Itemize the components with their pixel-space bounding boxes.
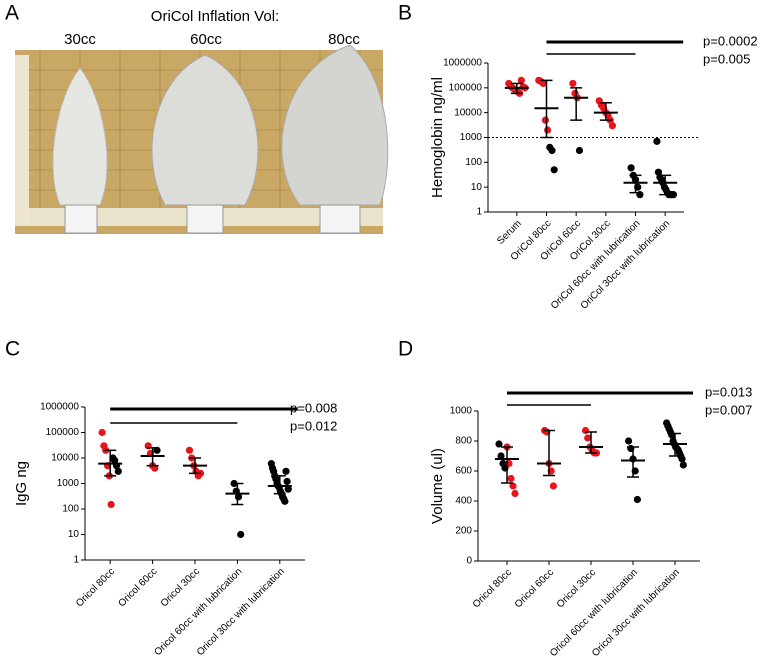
data-point: [608, 122, 617, 130]
balloon: [281, 44, 389, 206]
data-point: [283, 477, 291, 486]
x-tick-label: Oricol 30cc: [159, 566, 202, 609]
balloon: [151, 54, 259, 206]
photo-label: 60cc: [190, 31, 222, 48]
y-tick-label: 100: [62, 504, 79, 515]
x-tick-label: Oricol 60cc with lubrication: [153, 566, 245, 658]
data-point: [107, 500, 115, 509]
y-tick-label: 1: [476, 207, 482, 218]
x-tick-label: Serum: [495, 218, 524, 247]
p-value: p=0.005: [703, 51, 750, 66]
photo-label: 80cc: [328, 31, 360, 48]
x-tick-label: Oricol 80cc: [471, 567, 514, 610]
x-tick-label: Oricol 80cc: [74, 566, 117, 609]
y-tick-label: 1000000: [443, 58, 482, 69]
data-point: [569, 79, 577, 88]
data-point: [511, 489, 519, 498]
x-tick-label: Oricol 30cc: [555, 567, 598, 610]
data-point: [497, 452, 505, 460]
data-point: [575, 146, 584, 155]
panel-label: B: [398, 2, 412, 25]
x-tick-label: Oricol 60cc: [116, 566, 159, 609]
balloon-neck: [319, 204, 361, 234]
panel-label: A: [5, 2, 19, 25]
y-tick-label: 100000: [449, 82, 483, 93]
data-point: [544, 126, 552, 134]
data-point: [625, 437, 633, 445]
data-point: [98, 428, 106, 437]
data-point: [653, 137, 661, 145]
p-value: p=0.007: [705, 402, 752, 417]
y-tick-label: 200: [455, 526, 472, 537]
x-tick-label: Oricol 30cc with lubrication: [590, 567, 682, 659]
data-point: [549, 482, 558, 490]
data-point: [509, 482, 517, 490]
data-point: [633, 495, 642, 504]
data-point: [185, 446, 194, 454]
data-point: [237, 530, 245, 539]
data-point: [581, 426, 590, 435]
data-point: [282, 467, 290, 475]
data-point: [517, 76, 525, 84]
y-tick-label: 1000: [450, 406, 473, 417]
data-point: [679, 461, 687, 469]
data-point: [550, 166, 558, 174]
panel-label: D: [398, 338, 413, 361]
data-point: [669, 191, 678, 199]
panel-label: C: [5, 338, 20, 361]
data-point: [114, 467, 122, 475]
x-tick-label: Oricol 30cc with lubrication: [195, 566, 287, 658]
y-tick-label: 10000: [454, 107, 482, 118]
data-point: [584, 434, 592, 442]
data-point: [541, 116, 550, 124]
data-point: [281, 497, 289, 505]
y-tick-label: 10: [68, 529, 80, 540]
data-point: [507, 474, 515, 483]
x-tick-label: Oricol 60cc with lubrication: [548, 567, 640, 659]
photo-label: 30cc: [64, 31, 96, 48]
data-point: [548, 146, 556, 155]
balloon: [52, 67, 108, 206]
y-tick-label: 1000: [460, 132, 483, 143]
x-tick-label: Oricol 60cc: [513, 567, 556, 610]
data-point: [627, 164, 635, 172]
y-axis-label: Hemoglobin ng/ml: [429, 77, 446, 198]
y-tick-label: 100: [465, 157, 482, 168]
y-tick-label: 10000: [51, 453, 79, 464]
p-value: p=0.012: [290, 418, 337, 433]
data-point: [284, 485, 292, 493]
p-value: p=0.008: [290, 400, 337, 415]
y-tick-label: 800: [455, 436, 472, 447]
y-tick-label: 600: [455, 466, 472, 477]
y-tick-label: 0: [466, 556, 472, 567]
y-tick-label: 1: [73, 555, 79, 566]
p-value: p=0.0002: [703, 33, 758, 48]
data-point: [678, 455, 686, 463]
balloon-neck: [186, 204, 224, 234]
y-axis-label: Volume (ul): [429, 448, 446, 524]
data-point: [539, 79, 547, 88]
balloon-neck: [64, 204, 98, 234]
photo-title: OriCol Inflation Vol:: [151, 8, 279, 25]
y-axis-label: IgG ng: [13, 461, 30, 506]
y-tick-label: 1000: [57, 478, 80, 489]
y-tick-label: 10: [471, 182, 483, 193]
p-value: p=0.013: [705, 384, 752, 399]
y-tick-label: 100000: [46, 427, 80, 438]
y-tick-label: 1000000: [40, 402, 79, 413]
photo-panel: A OriCol Inflation Vol: 30cc 60cc 80cc: [5, 2, 389, 234]
y-tick-label: 400: [455, 496, 472, 507]
data-point: [495, 440, 503, 448]
ruler: [15, 55, 29, 225]
